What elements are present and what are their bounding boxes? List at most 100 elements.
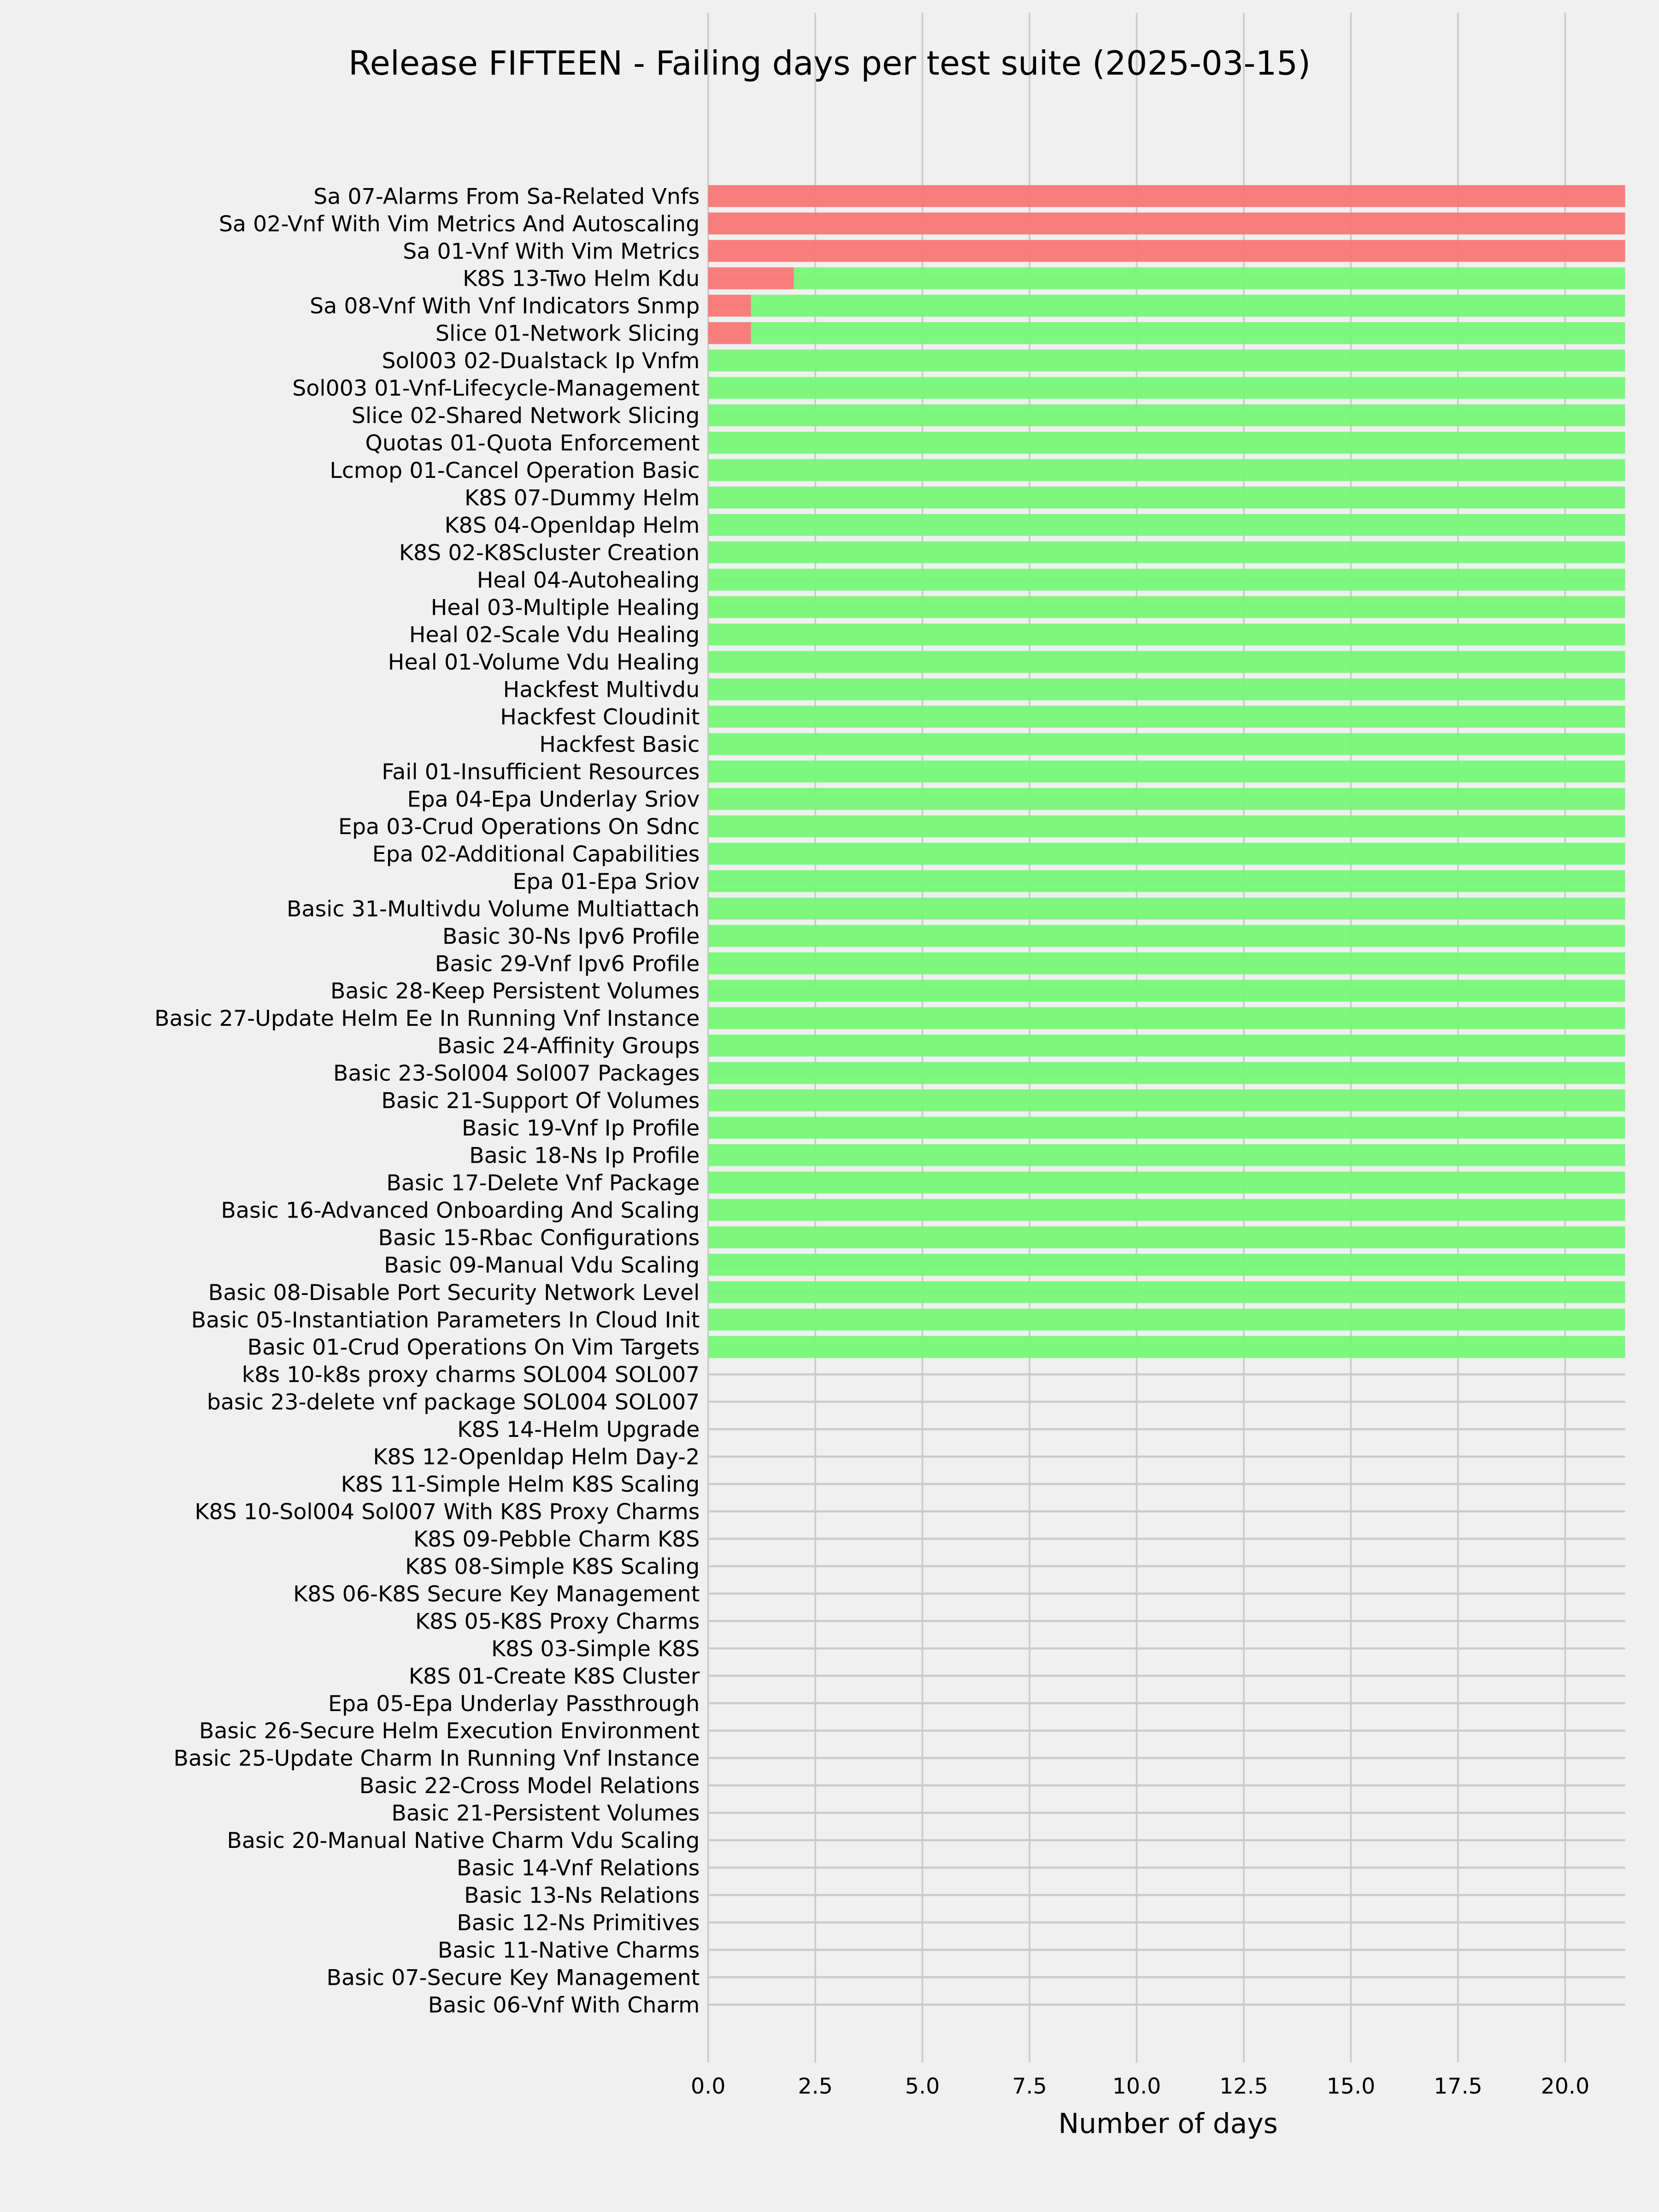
- passing-days-bar: [708, 760, 1625, 782]
- passing-days-bar: [708, 1117, 1625, 1139]
- y-tick-label: K8S 10-Sol004 Sol007 With K8S Proxy Char…: [194, 1500, 700, 1525]
- y-tick-label: Basic 31-Multivdu Volume Multiattach: [287, 896, 700, 922]
- y-tick-label: Heal 03-Multiple Healing: [431, 595, 700, 620]
- passing-days-bar: [708, 431, 1625, 454]
- y-tick-label: Basic 23-Sol004 Sol007 Packages: [333, 1061, 700, 1086]
- passing-days-bar: [708, 1007, 1625, 1030]
- x-tick-label: 10.0: [1112, 2074, 1161, 2099]
- passing-days-bar: [708, 1336, 1625, 1358]
- passing-days-bar: [708, 706, 1625, 728]
- passing-days-bar: [708, 1226, 1625, 1248]
- chart-title: Release FIFTEEN - Failing days per test …: [348, 44, 1311, 82]
- passing-days-bar: [708, 1253, 1625, 1276]
- y-tick-label: Basic 14-Vnf Relations: [457, 1856, 700, 1881]
- y-tick-label: K8S 11-Simple Helm K8S Scaling: [341, 1472, 700, 1497]
- y-tick-label: Lcmop 01-Cancel Operation Basic: [329, 458, 700, 483]
- y-tick-label: Heal 02-Scale Vdu Healing: [409, 623, 700, 648]
- y-tick-label: Epa 04-Epa Underlay Sriov: [407, 787, 700, 812]
- y-tick-label: K8S 06-K8S Secure Key Management: [293, 1582, 700, 1607]
- y-tick-label: Hackfest Cloudinit: [500, 705, 700, 730]
- x-tick-label: 7.5: [1012, 2074, 1047, 2099]
- passing-days-bar: [708, 404, 1625, 426]
- passing-days-bar: [708, 541, 1625, 564]
- y-tick-label: k8s 10-k8s proxy charms SOL004 SOL007: [242, 1362, 700, 1388]
- passing-days-bar: [708, 788, 1625, 810]
- y-tick-label: Heal 04-Autohealing: [477, 568, 700, 593]
- y-tick-label: Basic 07-Secure Key Management: [326, 1965, 700, 1990]
- y-tick-label: Basic 01-Crud Operations On Vim Targets: [247, 1335, 700, 1360]
- x-tick-label: 15.0: [1327, 2074, 1376, 2099]
- y-tick-label: Basic 17-Delete Vnf Package: [386, 1171, 700, 1196]
- x-tick-label: 17.5: [1434, 2074, 1483, 2099]
- passing-days-bar: [708, 733, 1625, 755]
- passing-days-bar: [708, 569, 1625, 591]
- passing-days-bar: [708, 459, 1625, 481]
- failing-days-bar: [708, 185, 1625, 207]
- y-tick-label: Fail 01-Insufficient Resources: [382, 759, 700, 785]
- x-axis-label: Number of days: [1059, 2108, 1278, 2140]
- y-tick-label: Basic 24-Affinity Groups: [437, 1034, 700, 1059]
- y-tick-label: Basic 05-Instantiation Parameters In Clo…: [191, 1307, 700, 1333]
- passing-days-bar: [708, 815, 1625, 837]
- y-tick-label: K8S 13-Two Helm Kdu: [463, 266, 700, 292]
- x-tick-label: 20.0: [1541, 2074, 1590, 2099]
- y-tick-label: Basic 09-Manual Vdu Scaling: [384, 1253, 700, 1278]
- passing-days-bar: [751, 322, 1625, 344]
- x-tick-label: 12.5: [1219, 2074, 1268, 2099]
- y-tick-label: Sa 01-Vnf With Vim Metrics: [403, 239, 700, 264]
- y-tick-label: Slice 02-Shared Network Slicing: [352, 403, 700, 429]
- y-tick-label: K8S 03-Simple K8S: [491, 1636, 700, 1662]
- passing-days-bar: [708, 596, 1625, 618]
- bars: [708, 185, 1625, 1358]
- y-tick-label: K8S 05-K8S Proxy Charms: [415, 1609, 700, 1634]
- passing-days-bar: [708, 980, 1625, 1002]
- passing-days-bar: [708, 897, 1625, 920]
- passing-days-bar: [708, 349, 1625, 372]
- y-tick-label: K8S 02-K8Scluster Creation: [399, 540, 700, 565]
- y-tick-label: Epa 03-Crud Operations On Sdnc: [338, 814, 700, 840]
- y-tick-label: Basic 29-Vnf Ipv6 Profile: [435, 951, 700, 977]
- y-tick-label: Sol003 01-Vnf-Lifecycle-Management: [292, 376, 700, 401]
- y-tick-label: Basic 08-Disable Port Security Network L…: [208, 1280, 700, 1306]
- passing-days-bar: [708, 1062, 1625, 1084]
- y-tick-label: Basic 21-Support Of Volumes: [381, 1088, 700, 1114]
- y-tick-label: basic 23-delete vnf package SOL004 SOL00…: [207, 1390, 700, 1415]
- y-tick-label: K8S 12-Openldap Helm Day-2: [373, 1445, 700, 1470]
- x-tick-labels: 0.0 2.5 5.0 7.5 10.0 12.5 15.0 17.5 20.0: [691, 2074, 1589, 2099]
- failing-days-bar: [708, 240, 1625, 262]
- passing-days-bar: [708, 678, 1625, 700]
- y-tick-label: K8S 01-Create K8S Cluster: [409, 1664, 700, 1689]
- y-tick-label: Basic 25-Update Charm In Running Vnf Ins…: [173, 1746, 700, 1771]
- y-tick-label: Epa 05-Epa Underlay Passthrough: [328, 1691, 700, 1717]
- passing-days-bar: [708, 1171, 1625, 1194]
- y-tick-label: Heal 01-Volume Vdu Healing: [388, 650, 700, 675]
- failing-days-bar: [708, 212, 1625, 235]
- passing-days-bar: [708, 842, 1625, 865]
- passing-days-bar: [708, 1035, 1625, 1057]
- y-tick-label: Basic 13-Ns Relations: [464, 1883, 700, 1908]
- passing-days-bar: [708, 377, 1625, 399]
- x-tick-label: 5.0: [905, 2074, 940, 2099]
- y-tick-label: Basic 06-Vnf With Charm: [428, 1993, 700, 2018]
- y-tick-label: Quotas 01-Quota Enforcement: [365, 431, 700, 456]
- passing-days-bar: [708, 651, 1625, 673]
- y-tick-label: Basic 30-Ns Ipv6 Profile: [442, 924, 700, 949]
- y-tick-label: Basic 19-Vnf Ip Profile: [462, 1116, 700, 1141]
- y-tick-label: Basic 20-Manual Native Charm Vdu Scaling: [227, 1828, 700, 1853]
- y-tick-label: Basic 27-Update Helm Ee In Running Vnf I…: [154, 1006, 700, 1031]
- passing-days-bar: [708, 486, 1625, 509]
- x-tick-label: 0.0: [691, 2074, 725, 2099]
- failing-days-bar: [708, 322, 751, 344]
- y-tick-label: K8S 09-Pebble Charm K8S: [413, 1527, 700, 1552]
- y-tick-label: Basic 15-Rbac Configurations: [378, 1225, 700, 1251]
- y-tick-label: Sa 02-Vnf With Vim Metrics And Autoscali…: [219, 212, 700, 237]
- y-tick-label: Basic 12-Ns Primitives: [457, 1910, 700, 1936]
- passing-days-bar: [708, 952, 1625, 975]
- passing-days-bar: [708, 1281, 1625, 1303]
- y-tick-label: K8S 04-Openldap Helm: [445, 513, 700, 538]
- passing-days-bar: [708, 624, 1625, 646]
- passing-days-bar: [794, 267, 1625, 289]
- y-tick-label: Hackfest Basic: [539, 732, 700, 758]
